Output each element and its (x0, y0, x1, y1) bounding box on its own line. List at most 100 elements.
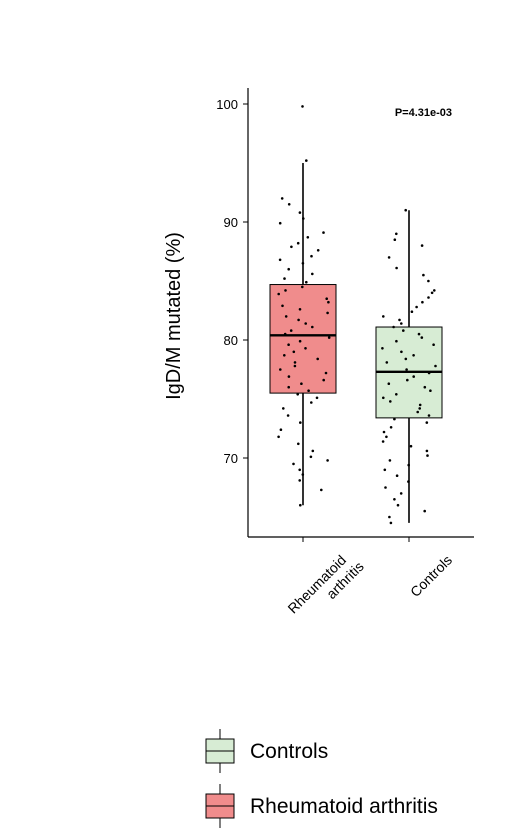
data-point (292, 350, 296, 354)
data-point (301, 262, 305, 265)
data-point (395, 393, 398, 396)
data-point (405, 368, 408, 371)
y-tick-label-90: 90 (224, 215, 238, 230)
data-point (425, 449, 429, 453)
data-point (320, 488, 323, 492)
legend-label: Controls (250, 740, 328, 763)
data-point (301, 105, 304, 108)
data-point (293, 361, 297, 364)
data-point (290, 245, 293, 249)
data-point (297, 318, 300, 322)
data-point (287, 203, 291, 206)
data-point (326, 459, 329, 462)
data-point (389, 400, 392, 403)
data-point (433, 289, 436, 292)
y-tick-label-70: 70 (224, 451, 238, 466)
data-point (292, 462, 295, 466)
data-point (302, 217, 305, 220)
data-point (402, 329, 405, 332)
data-point (298, 468, 302, 472)
data-point (279, 428, 283, 432)
data-point (395, 266, 398, 270)
data-point (298, 339, 302, 343)
x-tick-label-line: Controls (407, 552, 455, 600)
data-point (418, 403, 422, 407)
data-point (393, 238, 397, 241)
data-point (293, 364, 297, 368)
data-point (286, 414, 290, 417)
data-point (387, 256, 391, 259)
plot-area: 70 80 90 100 Rheumatoidarthritis Controls (216, 88, 474, 617)
data-point (385, 435, 388, 439)
data-point (382, 396, 385, 400)
data-point (322, 378, 326, 382)
box-0 (269, 284, 337, 394)
p-value-annotation: P=4.31e-03 (395, 107, 452, 119)
data-point (309, 455, 313, 459)
data-point (420, 244, 424, 247)
data-point (322, 231, 325, 234)
data-point (427, 279, 430, 283)
data-point (296, 393, 300, 396)
data-point (289, 329, 293, 332)
data-point (280, 197, 284, 200)
data-point (421, 300, 424, 304)
data-point (412, 375, 416, 378)
data-point (422, 273, 425, 277)
data-point (415, 305, 418, 309)
data-point (387, 382, 391, 386)
data-point (301, 285, 304, 289)
data-point (425, 421, 429, 424)
data-point (307, 389, 310, 393)
data-point (311, 272, 314, 276)
data-point (383, 468, 387, 472)
data-point (316, 357, 320, 361)
data-point (388, 515, 391, 519)
data-point (406, 378, 409, 382)
data-point (300, 382, 303, 386)
data-point (423, 385, 427, 389)
x-tick-label-1: Controls (407, 552, 455, 600)
data-point (283, 277, 286, 280)
data-point (287, 343, 290, 347)
data-point (296, 241, 300, 245)
data-point (325, 297, 329, 301)
data-point (282, 407, 285, 410)
data-point (299, 421, 302, 424)
data-point (306, 236, 310, 239)
data-point (381, 347, 384, 350)
data-point (434, 364, 437, 368)
legend-item-1: Rheumatoid arthritis (205, 784, 438, 828)
data-point (278, 258, 282, 262)
data-point (393, 498, 396, 501)
data-point (418, 407, 422, 410)
data-point (311, 325, 314, 329)
data-point (283, 332, 287, 336)
y-tick-label-80: 80 (224, 333, 238, 348)
data-point (426, 454, 429, 457)
data-point (284, 289, 287, 292)
data-point (382, 315, 385, 318)
data-point (407, 480, 410, 483)
data-point (279, 368, 282, 371)
data-point (404, 208, 408, 212)
data-point (392, 325, 395, 329)
data-point (385, 361, 389, 364)
data-point (304, 347, 307, 350)
data-point (399, 492, 403, 495)
data-point (284, 315, 288, 318)
data-point (281, 304, 284, 308)
data-point (277, 435, 280, 439)
data-point (423, 509, 427, 513)
data-point (432, 343, 435, 347)
data-point (316, 249, 320, 252)
data-point (327, 300, 330, 304)
data-point (298, 211, 302, 214)
data-point (427, 296, 430, 299)
data-point (311, 449, 315, 453)
data-point (304, 322, 308, 325)
data-point (299, 503, 302, 507)
data-point (404, 357, 408, 361)
data-point (395, 232, 398, 236)
data-point (429, 389, 432, 393)
